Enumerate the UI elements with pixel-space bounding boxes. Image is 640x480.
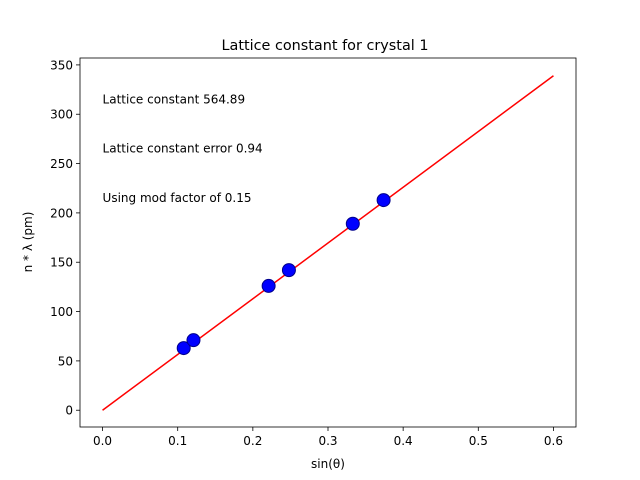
- annotation-text: Lattice constant 564.89: [103, 92, 246, 106]
- y-axis: 0 50 100 150 200 250 300 350: [50, 58, 80, 418]
- y-tick-label: 300: [50, 108, 73, 122]
- data-point: [176, 341, 191, 356]
- y-tick-label: 0: [65, 404, 73, 418]
- y-tick-label: 100: [50, 305, 73, 319]
- x-tick-label: 0.0: [93, 434, 112, 448]
- y-tick-label: 50: [58, 354, 73, 368]
- fit-line: [102, 75, 554, 411]
- annotation-text: Using mod factor of 0.15: [103, 191, 252, 205]
- x-tick-label: 0.3: [318, 434, 337, 448]
- annotation-text: Lattice constant error 0.94: [103, 142, 263, 156]
- x-tick-label: 0.2: [243, 434, 262, 448]
- data-point: [376, 193, 391, 208]
- data-point: [345, 216, 360, 231]
- x-tick-label: 0.1: [168, 434, 187, 448]
- y-axis-label: n * λ (pm): [21, 212, 35, 273]
- x-tick-label: 0.5: [469, 434, 488, 448]
- x-tick-label: 0.6: [544, 434, 563, 448]
- y-tick-label: 150: [50, 256, 73, 270]
- chart-title: Lattice constant for crystal 1: [222, 38, 429, 54]
- y-tick-label: 250: [50, 157, 73, 171]
- annotations: Lattice constant 564.89 Lattice constant …: [103, 92, 263, 205]
- plot-area: [102, 75, 554, 411]
- data-point: [281, 263, 296, 278]
- data-point: [261, 278, 276, 293]
- x-axis: 0.0 0.1 0.2 0.3 0.4 0.5 0.6: [93, 427, 563, 448]
- y-tick-label: 350: [50, 58, 73, 72]
- y-tick-label: 200: [50, 206, 73, 220]
- x-axis-label: sin(θ): [311, 457, 345, 471]
- x-tick-label: 0.4: [394, 434, 413, 448]
- data-point: [186, 333, 201, 348]
